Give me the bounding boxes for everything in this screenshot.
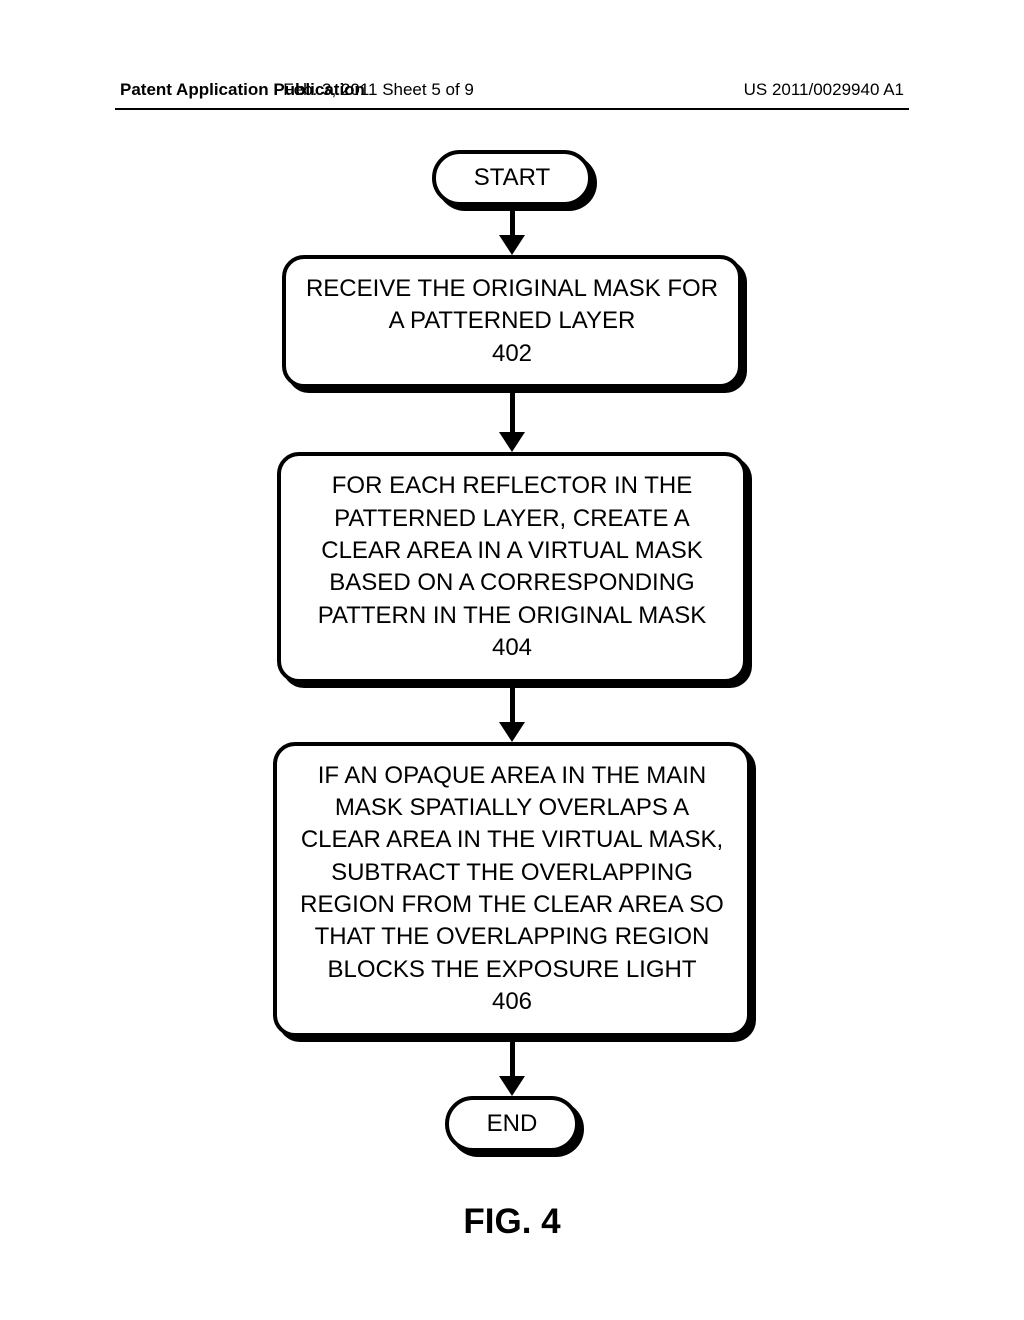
flowchart-container: START RECEIVE THE ORIGINAL MASK FOR A PA…	[0, 150, 1024, 1242]
arrow-2-head	[499, 432, 525, 452]
start-label: START	[474, 164, 550, 191]
arrow-2	[499, 388, 525, 452]
arrow-1-line	[510, 206, 515, 236]
arrow-3	[499, 683, 525, 742]
arrow-1-head	[499, 235, 525, 255]
figure-label: FIG. 4	[463, 1202, 560, 1242]
start-terminator: START	[432, 150, 592, 206]
process-406: IF AN OPAQUE AREA IN THE MAIN MASK SPATI…	[273, 742, 751, 1037]
header-center-text: Feb. 3, 2011 Sheet 5 of 9	[283, 80, 474, 100]
end-label: END	[487, 1110, 538, 1137]
arrow-4	[499, 1037, 525, 1096]
header-right-text: US 2011/0029940 A1	[744, 80, 904, 100]
arrow-1	[499, 206, 525, 255]
arrow-4-line	[510, 1037, 515, 1077]
arrow-2-line	[510, 388, 515, 433]
end-terminator: END	[445, 1096, 580, 1152]
process-402-text: RECEIVE THE ORIGINAL MASK FOR A PATTERNE…	[306, 275, 718, 334]
header-divider	[115, 108, 909, 110]
process-402-ref: 402	[492, 340, 532, 367]
process-402: RECEIVE THE ORIGINAL MASK FOR A PATTERNE…	[282, 255, 742, 388]
page-header: Patent Application Publication Feb. 3, 2…	[0, 80, 1024, 100]
arrow-3-head	[499, 722, 525, 742]
process-404: FOR EACH REFLECTOR IN THE PATTERNED LAYE…	[277, 452, 747, 682]
process-406-ref: 406	[492, 988, 532, 1015]
arrow-4-head	[499, 1076, 525, 1096]
process-404-ref: 404	[492, 634, 532, 661]
process-404-text: FOR EACH REFLECTOR IN THE PATTERNED LAYE…	[318, 472, 707, 629]
arrow-3-line	[510, 683, 515, 723]
process-406-text: IF AN OPAQUE AREA IN THE MAIN MASK SPATI…	[300, 762, 724, 983]
